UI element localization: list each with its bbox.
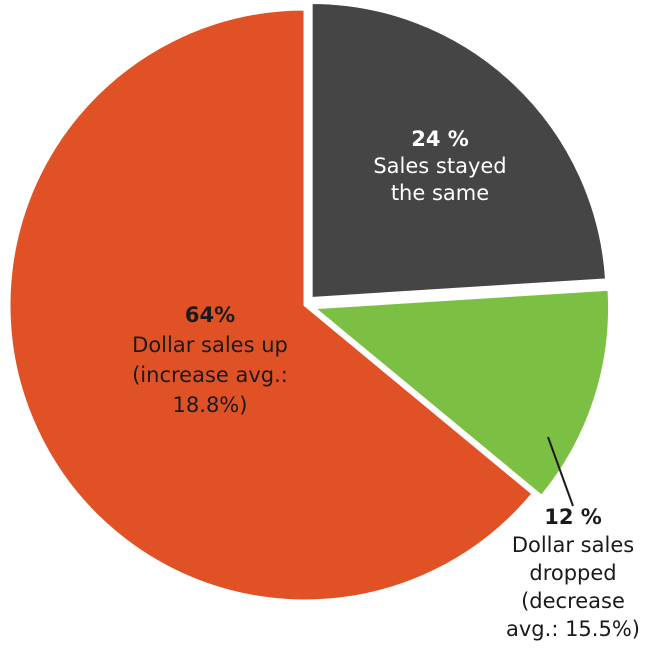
slice-description-line: Dollar sales xyxy=(512,533,634,557)
slice-description-line: the same xyxy=(391,181,489,205)
slice-description-line: avg.: 15.5%) xyxy=(506,617,640,641)
pie-slices xyxy=(7,0,612,603)
slice-label-1: 24 % Sales stayed the same xyxy=(373,127,506,205)
slice-percent-label: 24 % xyxy=(411,127,469,151)
slice-percent-label: 12 % xyxy=(544,505,602,529)
pie-slice-3 xyxy=(7,7,535,603)
pie-slice-2 xyxy=(312,287,612,498)
slice-label-3: 64% Dollar sales up (increase avg.: 18.8%) xyxy=(132,303,288,417)
leader-line-slice-2 xyxy=(547,436,574,507)
leader-lines xyxy=(547,436,574,507)
slice-percent-label: 64% xyxy=(185,303,235,327)
slice-labels: 24 % Sales stayed the same 12 % Dollar sales… xyxy=(132,127,640,641)
slice-description-line: (increase avg.: xyxy=(132,363,288,387)
slice-description-line: Dollar sales up xyxy=(132,333,288,357)
slice-description-line: dropped xyxy=(529,561,616,585)
slice-description-line: (decrease xyxy=(521,589,625,613)
pie-slice-1 xyxy=(309,0,609,300)
slice-label-2: 12 % Dollar sales dropped (decrease avg.: 15… xyxy=(506,505,640,641)
slice-description-line: Sales stayed xyxy=(373,154,506,178)
slice-description-line: 18.8%) xyxy=(173,393,248,417)
